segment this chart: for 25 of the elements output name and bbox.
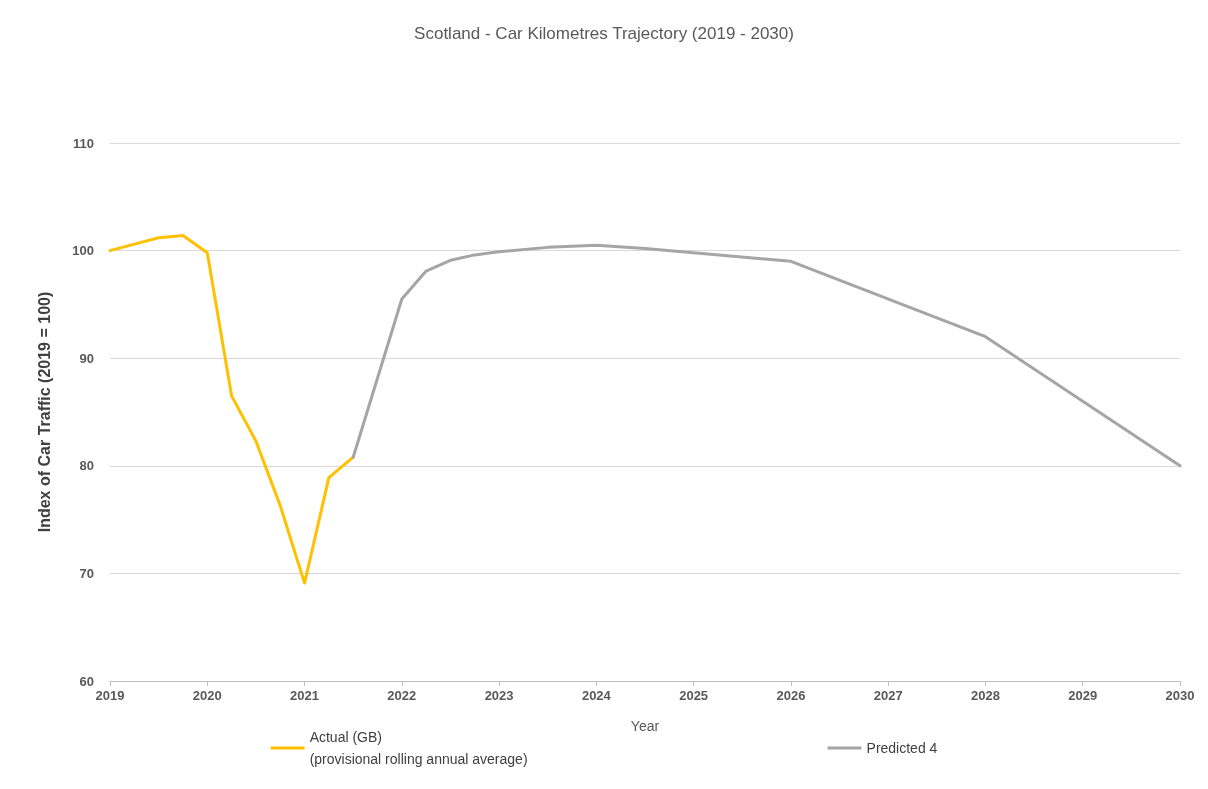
- y-axis-title: Index of Car Traffic (2019 = 100): [35, 291, 53, 533]
- x-tick-label: 2030: [1165, 688, 1195, 703]
- x-tick-label: 2027: [873, 688, 903, 703]
- y-tick-label: 60: [79, 673, 94, 689]
- x-tick-label: 2025: [679, 688, 709, 703]
- legend-label: Actual (GB) (provisional rolling annual average): [309, 729, 528, 767]
- y-tick-label: 110: [73, 135, 94, 151]
- line-series: [351, 243, 1182, 468]
- legend-label: Predicted 4: [866, 740, 938, 756]
- x-tick-label: 2028: [970, 688, 1000, 703]
- line-series: [108, 234, 355, 585]
- x-tick-label: 2023: [484, 688, 514, 703]
- x-tick-label: 2022: [387, 688, 417, 703]
- x-tick-label: 2024: [581, 688, 612, 703]
- y-tick-label: 90: [79, 350, 94, 366]
- x-tick-label: 2020: [192, 688, 222, 703]
- x-axis-title: Year: [630, 718, 660, 734]
- x-tick-label: 2021: [290, 688, 320, 703]
- x-tick-label: 2019: [95, 688, 125, 703]
- x-tick-label: 2029: [1068, 688, 1098, 703]
- y-tick-label: 70: [79, 565, 94, 581]
- y-tick-label: 80: [79, 458, 94, 474]
- y-tick-label: 100: [72, 243, 94, 259]
- x-tick-label: 2026: [776, 688, 806, 703]
- chart-title: Scotland - Car Kilometres Trajectory (2019 - 2030): [414, 24, 794, 43]
